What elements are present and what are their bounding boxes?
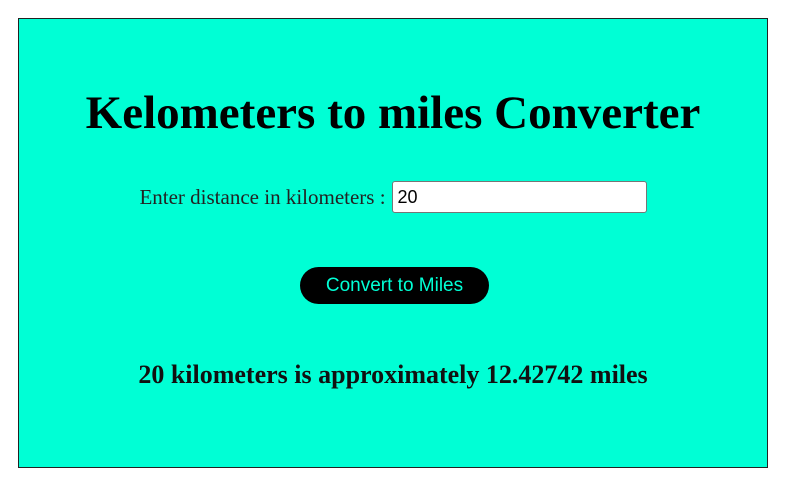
result-text: 20 kilometers is approximately 12.42742 … xyxy=(138,360,648,389)
page-title: Kelometers to miles Converter xyxy=(85,87,701,139)
input-row: Enter distance in kilometers : xyxy=(19,181,767,213)
converter-card: Kelometers to miles Converter Enter dist… xyxy=(18,18,768,468)
convert-button[interactable]: Convert to Miles xyxy=(300,267,489,304)
distance-label: Enter distance in kilometers : xyxy=(139,184,386,209)
kilometers-input[interactable] xyxy=(391,181,647,213)
